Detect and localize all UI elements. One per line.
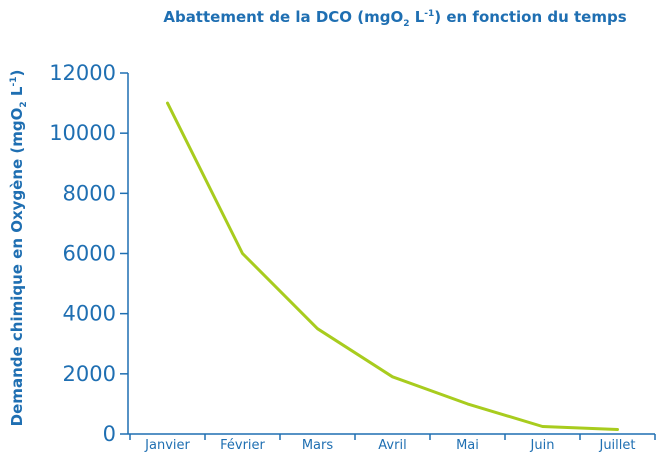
y-axis-label-text: Demande chimique en Oxygène (mgO2 L-1) [8,70,29,427]
y-tick-label: 0 [103,422,116,446]
ylabel-part-sup: -1 [9,77,19,87]
title-part-sub: 2 [403,19,409,29]
series-layer [166,101,619,431]
y-tick-label: 4000 [63,302,116,326]
x-tick-label: Janvier [144,438,190,453]
x-tick-label: Juin [530,438,555,453]
y-axis-label: Demande chimique en Oxygène (mgO2 L-1) [8,70,29,427]
y-tick-label: 2000 [63,362,116,386]
x-tick-label: Mars [302,438,334,453]
chart-title-text: Abattement de la DCO (mgO2 L-1) en fonct… [163,8,626,29]
title-part-before: Abattement de la DCO (mgO [163,8,403,26]
title-part-sup: -1 [424,9,434,19]
ylabel-part-after: ) [8,70,26,77]
ylabel-part-before: Demande chimique en Oxygène (mgO [8,108,26,427]
y-tick-label: 10000 [49,121,116,145]
x-axis-ticks: Janvier Février Mars Avril Mai Juin Juillet [129,434,656,453]
chart-title: Abattement de la DCO (mgO2 L-1) en fonct… [163,8,626,29]
title-part-mid: L [410,8,425,26]
y-tick-label: 8000 [63,181,116,205]
y-axis-ticks: 0 2000 4000 6000 8000 10000 12000 [49,61,128,446]
x-tick-label: Avril [378,438,406,453]
ylabel-part-sub: 2 [19,101,29,107]
x-tick-label: Février [220,438,265,453]
x-tick-label: Mai [456,438,479,453]
y-tick-label: 12000 [49,61,116,85]
y-tick-label: 6000 [63,242,116,266]
x-tick-label: Juillet [598,438,635,453]
series-line [166,101,619,431]
title-part-after: ) en fonction du temps [434,8,626,26]
chart-axes [127,73,655,435]
ylabel-part-mid: L [8,86,26,101]
